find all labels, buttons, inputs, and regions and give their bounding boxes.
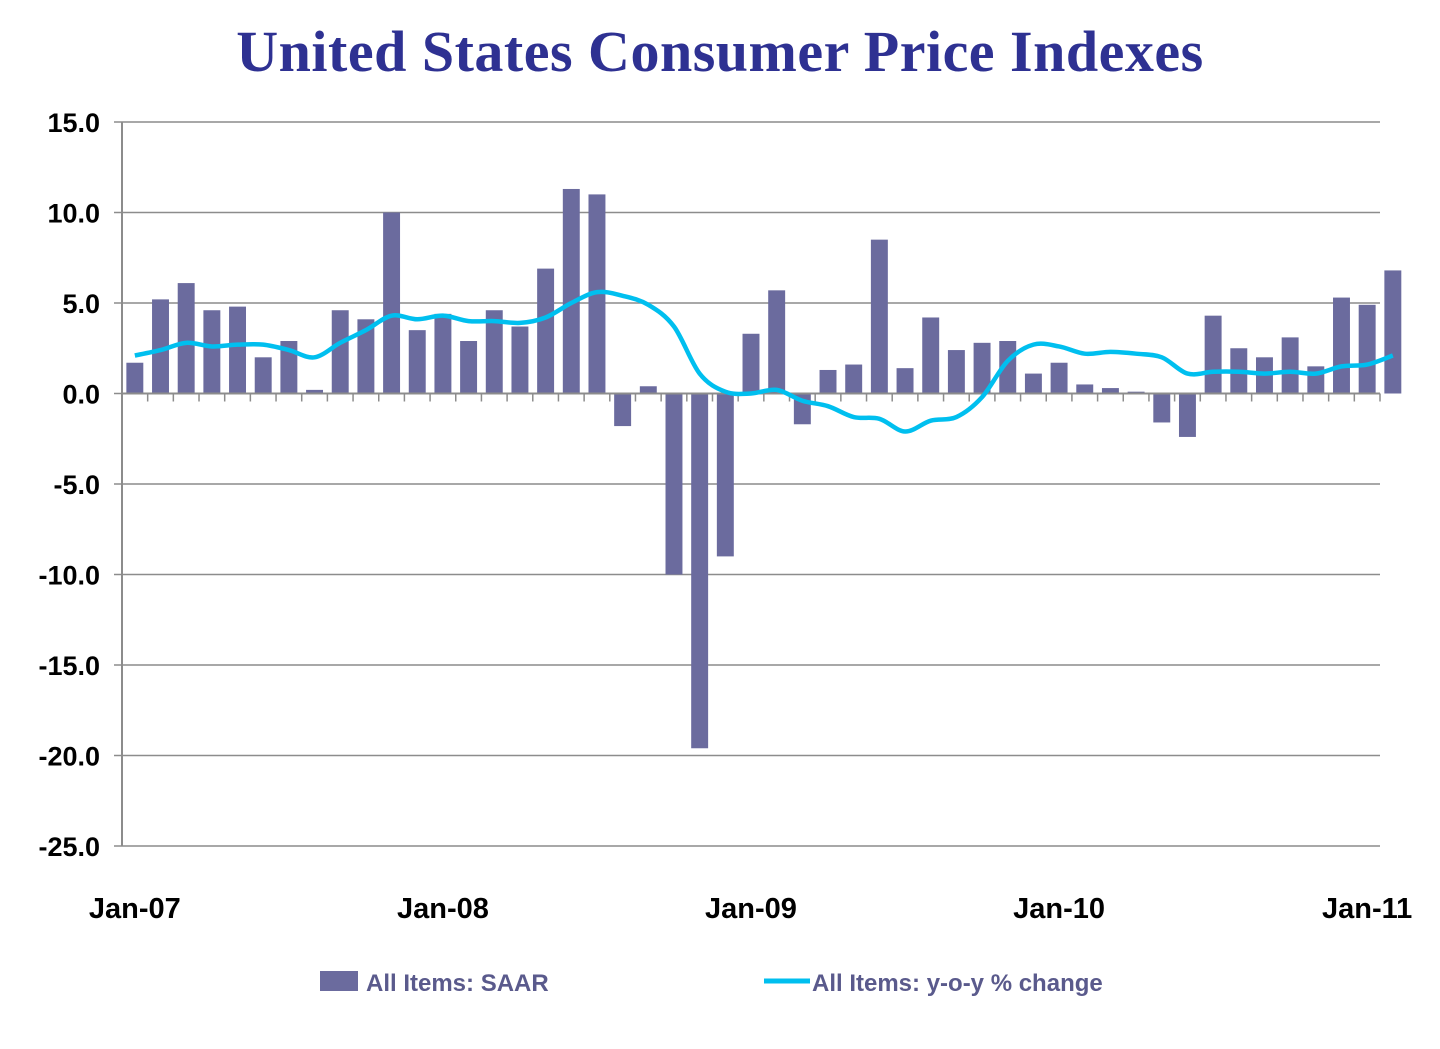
saar-bar (947, 350, 965, 394)
y-tick-label: 15.0 (47, 108, 100, 138)
saar-bar (460, 341, 478, 394)
saar-bar (1333, 297, 1350, 394)
x-tick-label: Jan-09 (705, 893, 797, 925)
saar-bar (203, 310, 221, 394)
x-tick-label: Jan-08 (397, 893, 489, 925)
saar-bar (537, 268, 555, 394)
y-tick-label: -15.0 (38, 651, 100, 681)
saar-bar (1050, 362, 1068, 394)
grid-lines (114, 121, 1380, 847)
saar-bar (306, 389, 324, 394)
y-tick-labels: 15.0 10.0 5.0 0.0 -5.0 -10.0 -15.0 -20.0 -25.0 (38, 108, 100, 862)
legend-label-yoy: All Items: y-o-y % change (812, 970, 1103, 997)
y-tick-label: 5.0 (62, 289, 100, 319)
y-tick-label: 0.0 (62, 380, 100, 410)
saar-bar (331, 310, 349, 394)
y-tick-label: 10.0 (47, 199, 100, 229)
saar-bar (1153, 393, 1171, 423)
saar-bar (434, 313, 452, 394)
yoy-line (134, 289, 1394, 434)
saar-bar (691, 393, 709, 749)
saar-bar (665, 393, 683, 575)
y-tick-label: -10.0 (38, 561, 100, 591)
saar-bar (383, 212, 401, 394)
saar-bar (1384, 270, 1402, 394)
saar-bar (716, 393, 734, 557)
saar-bar (152, 299, 169, 394)
saar-bar (254, 357, 272, 394)
saar-bar (922, 317, 940, 394)
saar-bar (1076, 384, 1094, 394)
saar-bar (845, 364, 863, 394)
saar-bar (229, 306, 247, 394)
saar-bar (485, 310, 503, 394)
y-tick-label: -25.0 (38, 832, 100, 862)
saar-bars (126, 188, 1402, 749)
legend-label-saar: All Items: SAAR (366, 970, 549, 997)
yoy-line-series (134, 289, 1394, 434)
saar-bar (126, 362, 144, 394)
saar-bar (357, 319, 375, 394)
x-tick-label: Jan-10 (1013, 893, 1105, 925)
saar-bar (1178, 393, 1196, 437)
saar-bar (511, 326, 529, 394)
saar-bar (562, 188, 580, 394)
legend-swatch-saar (320, 971, 358, 991)
x-tick-label: Jan-07 (89, 893, 181, 925)
saar-bar (1204, 315, 1222, 394)
saar-bar (768, 290, 786, 394)
saar-bar (177, 283, 195, 394)
saar-bar (408, 330, 426, 394)
chart-title: United States Consumer Price Indexes (236, 19, 1204, 84)
saar-bar (742, 333, 760, 394)
saar-bar (1281, 337, 1299, 394)
x-tick-label: Jan-11 (1322, 893, 1412, 925)
y-tick-label: -20.0 (38, 742, 100, 772)
saar-bar (896, 368, 914, 394)
saar-bar (1024, 373, 1042, 394)
x-tick-labels: Jan-07 Jan-08 Jan-09 Jan-10 Jan-11 (89, 893, 1412, 925)
saar-bar (819, 369, 837, 394)
saar-bar (614, 393, 632, 427)
saar-bar (870, 239, 888, 394)
saar-bar (639, 386, 657, 394)
saar-bar (1101, 388, 1119, 394)
saar-bar (973, 342, 991, 394)
saar-bar (280, 341, 298, 394)
saar-bar (1358, 304, 1376, 394)
legend: All Items: SAAR All Items: y-o-y % chang… (320, 970, 1103, 997)
y-tick-label: -5.0 (53, 470, 100, 500)
